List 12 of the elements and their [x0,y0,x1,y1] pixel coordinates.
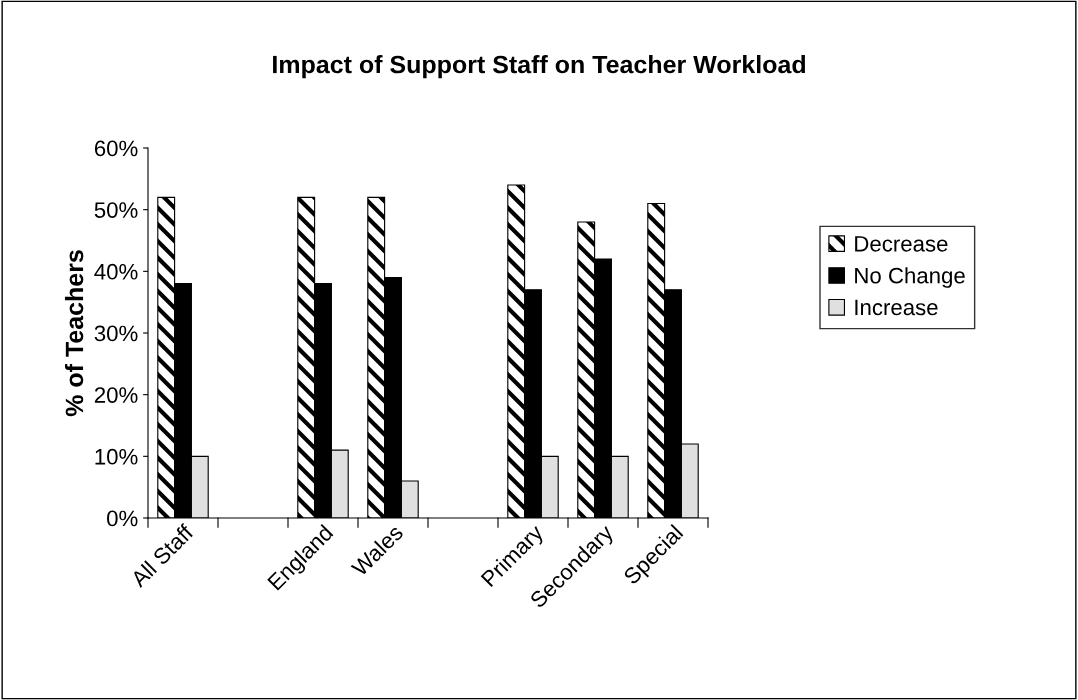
y-tick-label: 0% [107,510,138,527]
y-tick-label: 60% [94,140,138,157]
y-axis-title: % of Teachers [64,250,84,417]
y-tick-label: 30% [94,325,138,342]
y-tick-label: 20% [94,387,138,403]
legend-label: No Change [855,267,965,288]
legend-label: Decrease [855,236,948,252]
legend-label: Increase [855,299,938,316]
y-tick-label: 10% [95,448,138,465]
y-tick-label: 40% [94,263,138,280]
y-tick-label: 50% [94,202,138,218]
chart-title: Impact of Support Staff on Teacher Workload [273,55,805,79]
